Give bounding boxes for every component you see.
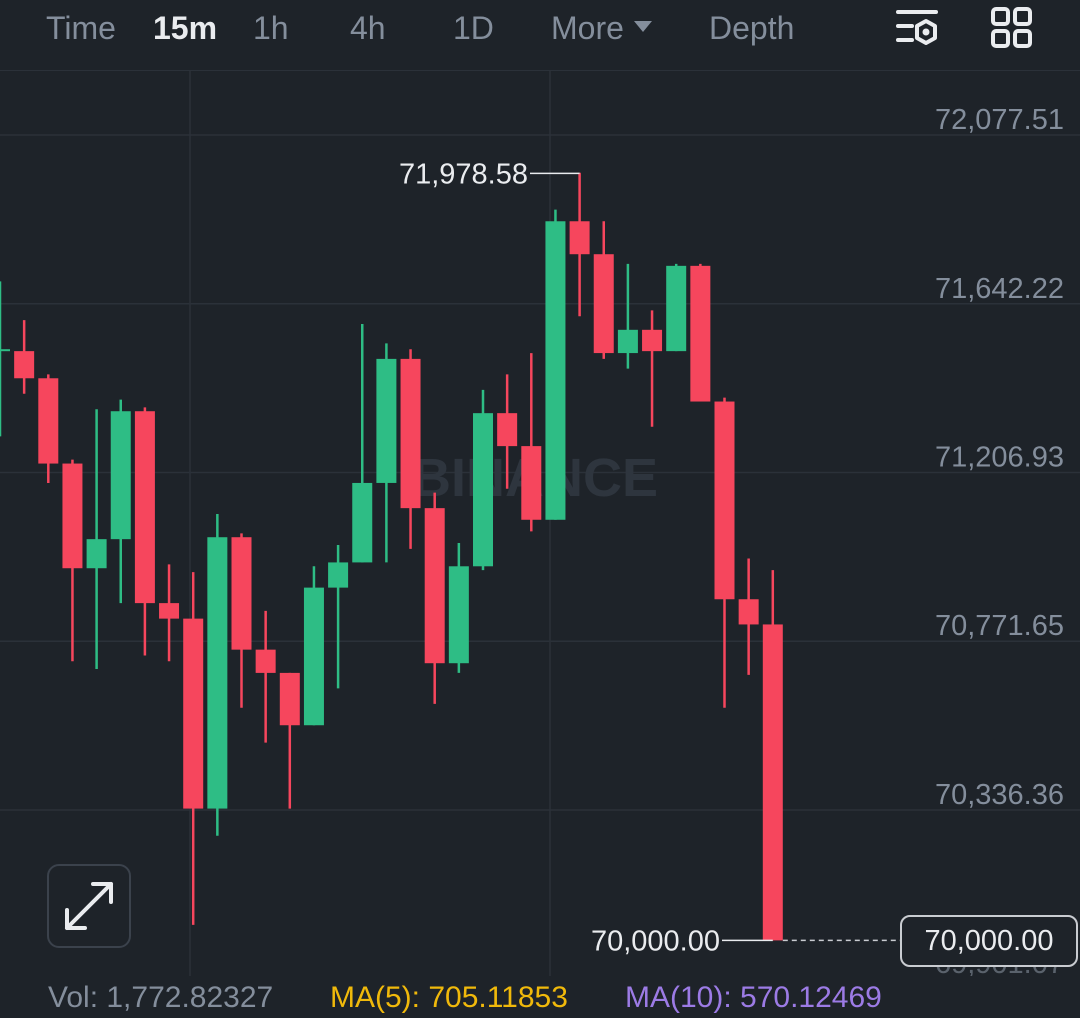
interval-toolbar: Time 15m 1h 4h 1D More Depth: [0, 0, 1080, 71]
tab-15m[interactable]: 15m: [153, 10, 218, 46]
candle-body: [303, 587, 324, 726]
candle-body: [231, 537, 252, 650]
candle-body: [0, 349, 10, 352]
tab-1d[interactable]: 1D: [453, 10, 494, 46]
price-axis-label: 71,642.22: [935, 273, 1064, 305]
candle-body: [690, 265, 711, 402]
candle-body: [352, 482, 373, 563]
volume-indicator-bar: Vol: 1,772.82327 MA(5): 705.11853 MA(10)…: [0, 978, 1080, 1018]
grid-layout-icon[interactable]: [990, 6, 1034, 55]
volume-value: Vol: 1,772.82327: [48, 981, 274, 1014]
fullscreen-button[interactable]: [47, 864, 131, 948]
candle-body: [207, 537, 228, 809]
candles: [0, 172, 783, 941]
tab-4h[interactable]: 4h: [350, 10, 386, 46]
price-axis-label: 72,077.51: [935, 104, 1064, 136]
candle-body: [159, 603, 180, 619]
chart-grid: [0, 71, 1080, 976]
candle-body: [521, 446, 542, 520]
candle-body: [593, 254, 614, 354]
ma5-value: MA(5): 705.11853: [330, 981, 568, 1014]
candle-body: [473, 413, 493, 567]
candle-body: [424, 508, 445, 664]
candlestick-chart[interactable]: BINANCE 72,077.5171,642.2271,206.9370,77…: [0, 71, 1080, 976]
candle-body: [497, 413, 518, 447]
price-axis-label: 70,336.36: [935, 779, 1064, 811]
price-markers: 71,978.58 70,000.00: [399, 158, 902, 957]
current-price-tag: 70,000.00: [900, 915, 1078, 967]
price-axis-label: 71,206.93: [935, 442, 1064, 474]
price-axis: 72,077.51 71,642.22 71,206.93 70,771.65 70,3…: [935, 104, 1064, 976]
candle-body: [14, 351, 35, 379]
tab-more-label: More: [551, 10, 624, 46]
tab-1h[interactable]: 1h: [253, 10, 289, 46]
candle-body: [738, 599, 759, 625]
candle-body: [400, 358, 421, 509]
low-price-label: 70,000.00: [591, 925, 720, 957]
chart-settings-icon[interactable]: [894, 6, 942, 57]
candle-body: [86, 539, 107, 569]
high-price-label: 71,978.58: [399, 158, 528, 190]
candle-body: [545, 221, 566, 520]
candle-body: [666, 265, 687, 352]
candle-body: [62, 463, 83, 569]
ma10-value: MA(10): 570.12469: [625, 981, 882, 1014]
candle-body: [762, 624, 783, 941]
tab-depth[interactable]: Depth: [709, 10, 795, 46]
price-axis-label: 70,771.65: [935, 610, 1064, 642]
expand-arrows-icon: [65, 882, 113, 930]
candle-body: [110, 411, 131, 540]
candle-body: [617, 329, 638, 354]
candle-body: [448, 566, 469, 664]
candle-body: [183, 618, 204, 809]
candle-body: [134, 411, 155, 604]
candle-body: [642, 329, 663, 352]
chevron-down-icon: [633, 21, 652, 33]
candle-body: [279, 672, 300, 726]
tab-time[interactable]: Time: [46, 10, 116, 46]
candle-body: [255, 649, 276, 673]
tab-more[interactable]: More: [551, 8, 652, 48]
candle-body: [569, 221, 590, 255]
candle-body: [328, 562, 349, 588]
candle-body: [376, 358, 397, 483]
candle-body: [714, 401, 735, 600]
candle-body: [38, 378, 59, 464]
